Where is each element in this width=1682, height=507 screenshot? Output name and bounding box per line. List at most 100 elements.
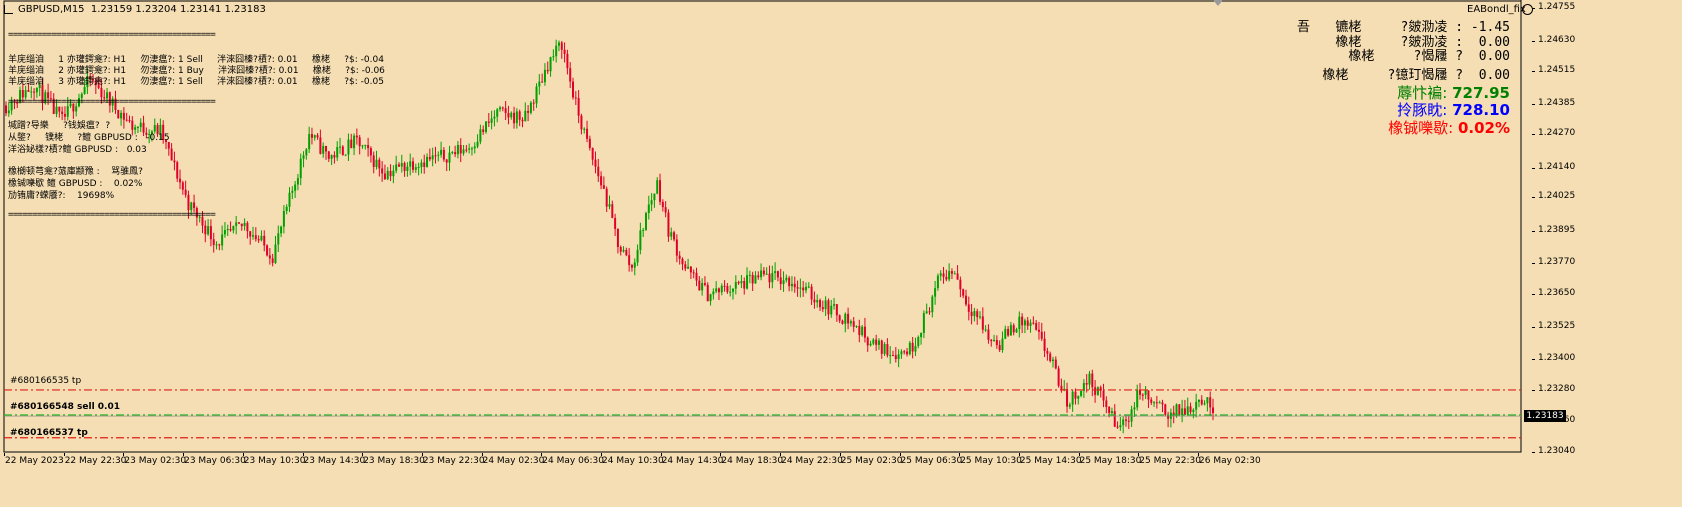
order-line-label-sell: #680166548 sell 0.01 bbox=[10, 402, 121, 412]
candle-up bbox=[908, 342, 911, 355]
candle-up bbox=[226, 228, 229, 231]
candle-up bbox=[111, 98, 114, 106]
candle-up bbox=[804, 286, 807, 291]
candle-down bbox=[201, 216, 204, 226]
order-line-label-tp1: #680166535 tp bbox=[10, 376, 82, 386]
candle-down bbox=[49, 98, 52, 100]
candle-up bbox=[285, 206, 288, 212]
candle-up bbox=[925, 311, 928, 314]
time-tick-label: 25 May 22:30 bbox=[1139, 456, 1202, 466]
candle-up bbox=[889, 355, 892, 357]
time-tick-mark bbox=[242, 453, 244, 456]
time-tick-label: 25 May 14:30 bbox=[1019, 456, 1082, 466]
candle-down bbox=[863, 326, 866, 338]
separator: ========================================… bbox=[8, 210, 216, 220]
candle-up bbox=[849, 321, 852, 324]
candle-up bbox=[636, 249, 639, 263]
candle-up bbox=[687, 266, 690, 269]
candle-down bbox=[906, 351, 909, 355]
candle-down bbox=[892, 355, 895, 357]
candle-down bbox=[1012, 325, 1015, 333]
candle-down bbox=[990, 339, 993, 342]
candle-down bbox=[13, 101, 16, 103]
candle-down bbox=[403, 163, 406, 171]
candle-up bbox=[883, 344, 886, 354]
candle-up bbox=[83, 87, 86, 94]
candle-up bbox=[535, 86, 538, 104]
candle-down bbox=[170, 148, 173, 161]
scroll-marker-icon[interactable] bbox=[1213, 0, 1223, 6]
equity-value: 728.10 bbox=[1452, 101, 1510, 119]
candle-down bbox=[445, 159, 448, 163]
candle-up bbox=[1122, 419, 1125, 426]
candle-up bbox=[1175, 404, 1178, 416]
candle-down bbox=[1040, 331, 1043, 339]
candle-down bbox=[327, 151, 330, 159]
candle-up bbox=[1068, 404, 1071, 407]
candle-down bbox=[1164, 404, 1167, 415]
candle-up bbox=[353, 135, 356, 149]
candle-down bbox=[246, 222, 249, 232]
candle-up bbox=[299, 158, 302, 179]
candle-down bbox=[681, 258, 684, 265]
price-tick-label: 1.24515 bbox=[1538, 64, 1576, 75]
candle-down bbox=[94, 80, 97, 86]
candle-down bbox=[173, 160, 176, 163]
candle-up bbox=[1015, 329, 1018, 333]
candle-down bbox=[810, 286, 813, 300]
candle-up bbox=[282, 211, 285, 227]
candle-up bbox=[785, 277, 788, 281]
candle-down bbox=[122, 112, 125, 120]
candle-down bbox=[695, 272, 698, 281]
time-tick-label: 23 May 02:30 bbox=[124, 456, 187, 466]
candle-down bbox=[218, 244, 221, 246]
candle-down bbox=[970, 311, 973, 317]
candle-down bbox=[981, 316, 984, 330]
candle-down bbox=[838, 315, 841, 321]
candle-up bbox=[1018, 316, 1021, 330]
separator: ========================================… bbox=[8, 30, 216, 40]
summary-line-3: 洋浴妼樣?樍?鳣 GBPUSD : 0.03 bbox=[8, 145, 147, 155]
candle-down bbox=[184, 189, 187, 195]
candle-up bbox=[260, 235, 263, 241]
price-tick-mark bbox=[1532, 104, 1535, 106]
stats-line-3: 劢铕庸?蝾餍?: 19698% bbox=[8, 191, 115, 201]
candle-down bbox=[131, 120, 134, 130]
candle-down bbox=[423, 162, 426, 167]
candle-down bbox=[513, 112, 516, 124]
time-tick-label: 24 May 02:30 bbox=[482, 456, 545, 466]
candle-up bbox=[198, 216, 201, 218]
candle-down bbox=[501, 107, 504, 109]
price-tick-mark bbox=[1532, 294, 1535, 296]
candle-up bbox=[861, 326, 864, 336]
candle-down bbox=[27, 90, 30, 92]
candle-down bbox=[1150, 399, 1153, 403]
candle-down bbox=[114, 98, 117, 110]
candle-down bbox=[962, 289, 965, 296]
candle-up bbox=[406, 166, 409, 171]
candle-down bbox=[768, 273, 771, 283]
time-tick-label: 22 May 22:30 bbox=[64, 456, 127, 466]
candle-up bbox=[134, 127, 137, 130]
symbol-ohlc-line: GBPUSD,M15 1.23159 1.23204 1.23141 1.231… bbox=[18, 4, 266, 15]
candle-down bbox=[959, 279, 962, 290]
candle-up bbox=[288, 192, 291, 207]
ea-smiley-icon[interactable] bbox=[1522, 4, 1533, 15]
candle-up bbox=[440, 149, 443, 155]
candle-up bbox=[364, 145, 367, 147]
chart-menu-icon[interactable] bbox=[4, 5, 13, 14]
candle-down bbox=[661, 201, 664, 208]
candle-down bbox=[945, 276, 948, 280]
candle-down bbox=[586, 128, 589, 139]
candle-down bbox=[619, 247, 622, 252]
candle-up bbox=[844, 313, 847, 324]
candle-up bbox=[386, 170, 389, 180]
candle-down bbox=[333, 155, 336, 158]
candle-down bbox=[664, 207, 667, 213]
price-tick-label: 1.23895 bbox=[1538, 224, 1576, 235]
candle-up bbox=[150, 131, 153, 134]
candle-down bbox=[706, 284, 709, 302]
candle-down bbox=[572, 81, 575, 98]
